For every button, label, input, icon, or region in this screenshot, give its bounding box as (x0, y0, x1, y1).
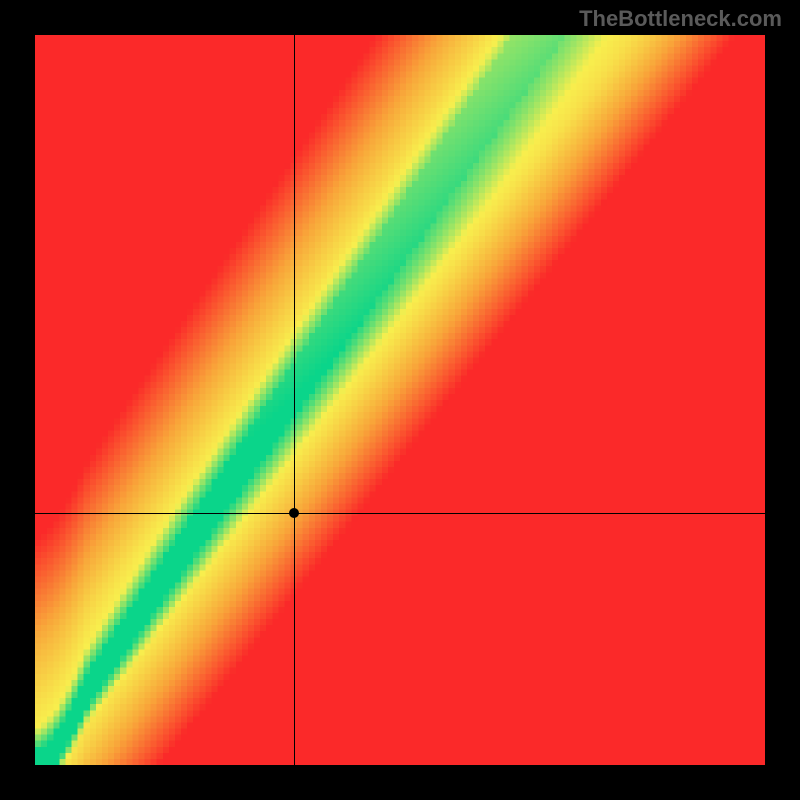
crosshair-horizontal (35, 513, 765, 514)
bottleneck-heatmap (35, 35, 765, 765)
chart-container: TheBottleneck.com (0, 0, 800, 800)
crosshair-vertical (294, 35, 295, 765)
watermark-text: TheBottleneck.com (579, 6, 782, 32)
